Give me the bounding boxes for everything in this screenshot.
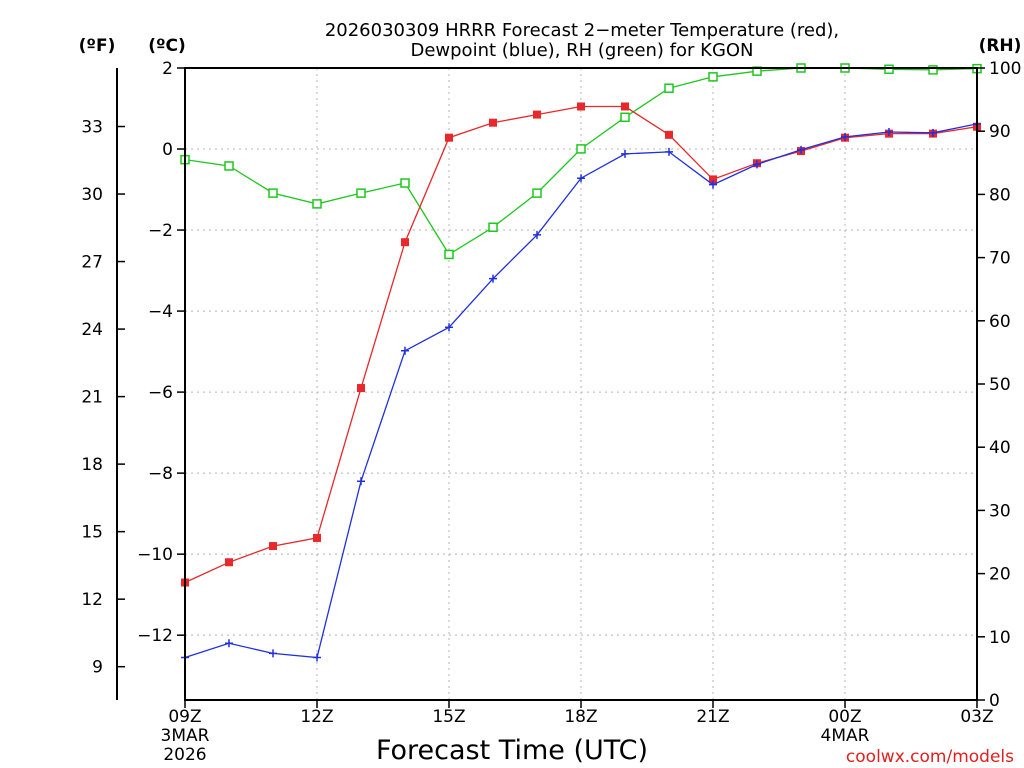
temperature-point [533,110,541,119]
rh-point [312,199,322,209]
temperature-point [621,102,629,111]
rh-point [620,112,630,123]
fahrenheit-axis-label: (ºF) [79,36,116,56]
fahrenheit-tick-label: 27 [81,253,103,273]
x-tick-date-label: 4MAR [821,726,870,746]
temperature-point [225,558,233,567]
celsius-tick-label: 2 [162,59,173,79]
fahrenheit-tick-label: 9 [92,658,103,678]
dewpoint-point [357,477,365,486]
chart-title-line2: Dewpoint (blue), RH (green) for KGON [410,40,753,61]
dewpoint-point [313,653,321,662]
fahrenheit-tick-label: 24 [81,320,103,340]
rh-point [488,222,498,233]
x-tick-label: 18Z [564,707,597,727]
plot-frame [184,67,978,701]
temperature-point [489,118,497,127]
rh-tick-label: 90 [989,122,1011,142]
rh-point [664,83,674,93]
temperature-point [269,542,277,551]
temperature-point [313,533,321,542]
rh-tick-label: 30 [989,501,1011,521]
rh-tick-label: 40 [989,438,1011,458]
dewpoint-point [489,274,497,283]
rh-point [444,249,454,260]
rh-point [224,161,234,171]
dewpoint-point [841,132,849,141]
x-tick-label: 21Z [696,707,729,727]
celsius-tick-label: −2 [148,221,173,241]
dewpoint-point [401,346,409,355]
rh-point [356,188,366,198]
dewpoint-point [445,323,453,332]
dewpoint-point [753,160,761,169]
temperature-point [401,238,409,247]
x-tick-date-label: 3MAR [161,726,210,746]
rh-tick-label: 60 [989,312,1011,332]
x-tick-label: 12Z [300,707,333,727]
rh-point [400,178,410,188]
dewpoint-point [269,649,277,658]
rh-line [184,67,978,256]
celsius-tick-label: −10 [137,545,173,565]
fahrenheit-tick-label: 30 [81,185,103,205]
celsius-axis-label: (ºC) [148,36,186,56]
x-tick-label: 03Z [960,707,993,727]
x-tick-label: 00Z [828,707,861,727]
dewpoint-point [797,145,805,154]
dewpoint-point [577,174,585,183]
x-tick-label: 09Z [168,707,201,727]
rh-tick-label: 20 [989,565,1011,585]
dewpoint-point [665,147,673,156]
rh-point [576,144,586,154]
chart-title-line1: 2026030309 HRRR Forecast 2−meter Tempera… [325,20,839,41]
rh-point [884,64,894,75]
celsius-tick-label: −8 [148,464,173,484]
x-tick-label: 15Z [432,707,465,727]
rh-tick-label: 10 [989,628,1011,648]
temperature-point [357,384,365,393]
temperature-point [577,102,585,111]
temperature-point [445,133,453,142]
dewpoint-point [929,128,937,137]
dewpoint-point [885,128,893,137]
fahrenheit-tick-label: 15 [81,523,103,543]
x-axis-title: Forecast Time (UTC) [376,735,648,766]
fahrenheit-tick-label: 12 [81,590,103,610]
rh-tick-label: 0 [989,691,1000,711]
credit-text: coolwx.com/models [846,747,1014,767]
dewpoint-point [225,639,233,648]
fahrenheit-tick-label: 18 [81,455,103,475]
rh-point [708,72,718,82]
celsius-tick-label: −12 [137,626,173,646]
temperature-point [709,175,717,184]
axis-ticks: 20−2−4−6−8−10−12333027242118151291009080… [81,59,1021,765]
rh-tick-label: 70 [989,249,1011,269]
rh-point [268,188,278,198]
dewpoint-point [621,149,629,158]
rh-axis-label: (RH) [979,36,1022,56]
celsius-tick-label: 0 [162,140,173,160]
x-tick-year-label: 2026 [163,745,206,765]
rh-point [532,188,542,198]
rh-tick-label: 80 [989,185,1011,205]
grid-lines [185,68,977,700]
celsius-tick-label: −6 [148,383,173,403]
rh-tick-label: 100 [989,59,1021,79]
fahrenheit-tick-label: 33 [81,118,103,138]
dewpoint-point [709,180,717,189]
temperature-point [665,130,673,139]
rh-point [928,65,938,75]
celsius-tick-label: −4 [148,302,173,322]
dewpoint-line [184,123,978,659]
rh-tick-label: 50 [989,375,1011,395]
dewpoint-point [533,230,541,239]
fahrenheit-tick-label: 21 [81,388,103,408]
